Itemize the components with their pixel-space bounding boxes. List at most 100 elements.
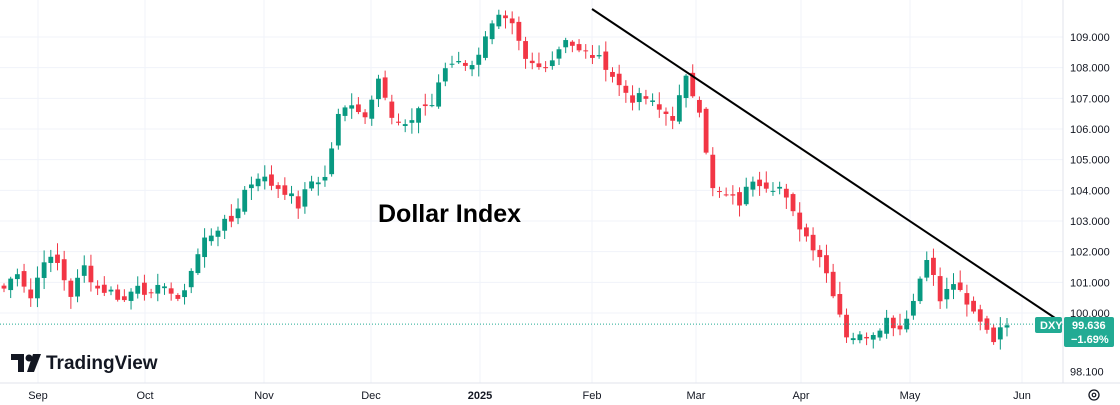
candle-body bbox=[590, 55, 595, 58]
tradingview-logo-icon bbox=[11, 354, 41, 372]
candle-body bbox=[877, 330, 883, 338]
candle-body bbox=[757, 179, 763, 187]
candle-body bbox=[964, 293, 970, 305]
candle-body bbox=[396, 121, 401, 123]
candle-body bbox=[924, 260, 930, 278]
candle-body bbox=[810, 234, 816, 251]
candle-body bbox=[382, 77, 388, 98]
candle-body bbox=[342, 107, 348, 116]
candle-body bbox=[61, 259, 67, 281]
candle-body bbox=[182, 290, 187, 298]
candle-body bbox=[509, 18, 515, 24]
x-tick-label: Sep bbox=[28, 390, 48, 402]
tradingview-logo[interactable]: TradingView bbox=[11, 353, 158, 374]
candle-body bbox=[971, 300, 976, 312]
x-tick-label: Feb bbox=[583, 390, 602, 402]
candle-body bbox=[516, 21, 522, 41]
last-price: 99.636 bbox=[1072, 320, 1106, 332]
y-tick-label: 98.100 bbox=[1070, 366, 1104, 378]
candle-body bbox=[128, 291, 134, 301]
candle-body bbox=[549, 60, 555, 67]
candle-body bbox=[650, 100, 656, 102]
candle-body bbox=[269, 174, 274, 186]
candle-body bbox=[496, 14, 502, 27]
y-tick-label: 101.000 bbox=[1070, 277, 1110, 289]
y-axis[interactable]: 109.000 108.000 107.000 106.000 105.000 104.0… bbox=[1070, 32, 1110, 378]
candle-body bbox=[583, 50, 589, 52]
candle-body bbox=[1, 285, 7, 289]
candle-body bbox=[1004, 325, 1010, 328]
x-axis[interactable]: Sep Oct Nov Dec 2025 Feb Mar Apr May Jun bbox=[28, 390, 1031, 402]
candle-body bbox=[844, 314, 849, 338]
candle-body bbox=[195, 254, 201, 274]
trendline-layer bbox=[591, 8, 1056, 319]
candle-body bbox=[489, 23, 495, 40]
candle-body bbox=[763, 182, 769, 189]
x-tick-label: 2025 bbox=[468, 390, 492, 402]
candle-body bbox=[228, 215, 234, 222]
candle-body bbox=[462, 62, 468, 66]
candle-body bbox=[717, 191, 722, 193]
candle-body bbox=[917, 278, 923, 302]
candle-body bbox=[944, 288, 950, 300]
candle-body bbox=[663, 111, 669, 114]
candle-body bbox=[101, 284, 107, 293]
candle-body bbox=[135, 285, 141, 294]
candle-body bbox=[302, 189, 308, 207]
candle-body bbox=[596, 55, 602, 57]
candle-body bbox=[503, 15, 508, 19]
candle-body bbox=[248, 184, 254, 189]
trendline[interactable] bbox=[591, 8, 1056, 319]
candle-body bbox=[610, 71, 615, 77]
candle-body bbox=[563, 40, 569, 48]
candle-body bbox=[569, 41, 575, 46]
candle-body bbox=[168, 288, 174, 294]
candle-body bbox=[81, 265, 87, 276]
candle-body bbox=[202, 237, 208, 258]
candle-body bbox=[322, 176, 328, 181]
candle-body bbox=[623, 85, 629, 93]
candle-body bbox=[449, 63, 455, 65]
candle-body bbox=[436, 82, 442, 107]
candle-body bbox=[997, 327, 1003, 340]
candle-body bbox=[777, 186, 783, 189]
candle-body bbox=[362, 112, 368, 118]
candle-body bbox=[483, 36, 488, 58]
symbol-tag: DXY bbox=[1040, 320, 1063, 332]
candle-body bbox=[683, 75, 689, 98]
candle-body bbox=[931, 257, 936, 275]
x-tick-label: Nov bbox=[254, 390, 274, 402]
candle-body bbox=[984, 318, 990, 330]
candle-body bbox=[402, 124, 408, 126]
candle-body bbox=[937, 276, 943, 302]
candle-body bbox=[656, 104, 662, 110]
candle-body bbox=[576, 44, 582, 51]
candle-body bbox=[690, 72, 696, 97]
candle-body bbox=[523, 41, 528, 59]
candle-body bbox=[543, 67, 549, 69]
candle-body bbox=[349, 105, 355, 109]
brand-name: TradingView bbox=[46, 353, 158, 374]
gear-icon[interactable] bbox=[1088, 389, 1100, 401]
candle-body bbox=[643, 96, 649, 99]
candle-body bbox=[68, 280, 74, 297]
candle-body bbox=[556, 49, 562, 59]
candle-body bbox=[957, 282, 963, 290]
candle-body bbox=[115, 289, 121, 300]
price-tag: DXY 99.636 −1.69% bbox=[1035, 317, 1114, 347]
candle-body bbox=[603, 51, 609, 70]
candle-body bbox=[442, 68, 448, 82]
candle-body bbox=[235, 208, 241, 219]
x-tick-label: Dec bbox=[361, 390, 381, 402]
candle-body bbox=[703, 108, 709, 153]
candle-body bbox=[890, 317, 896, 329]
candle-body bbox=[188, 270, 194, 288]
candle-body bbox=[28, 289, 34, 299]
candle-body bbox=[162, 286, 167, 289]
candle-body bbox=[289, 193, 294, 197]
candle-body bbox=[222, 218, 228, 231]
candle-body bbox=[255, 178, 261, 187]
candle-body bbox=[75, 277, 80, 297]
